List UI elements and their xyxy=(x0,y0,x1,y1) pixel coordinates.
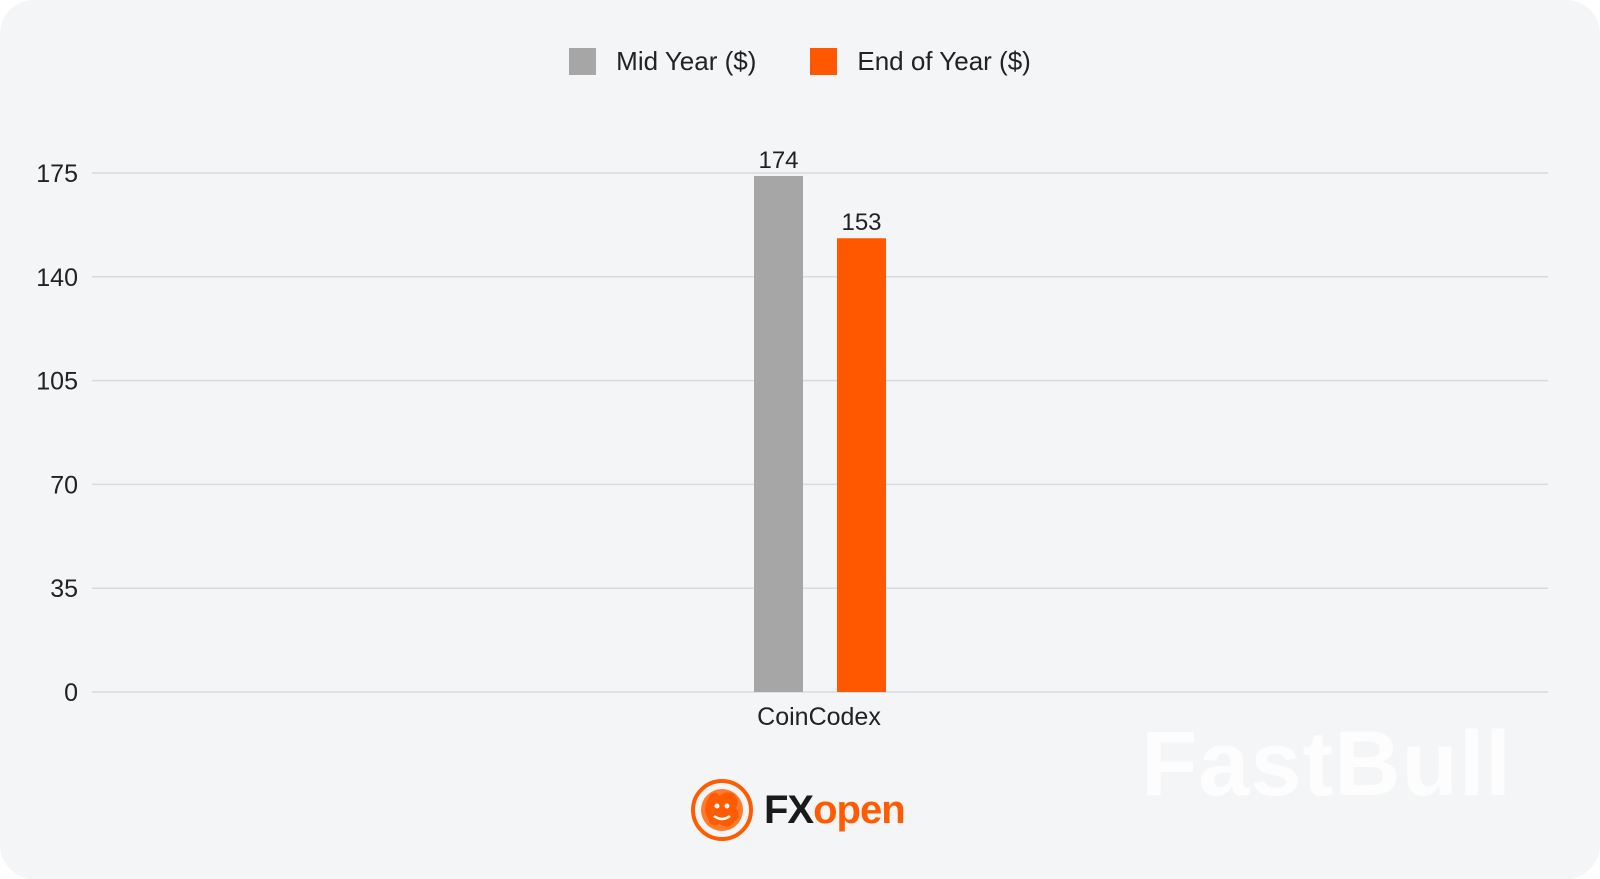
legend-label-end-of-year: End of Year ($) xyxy=(857,46,1031,76)
logo-text-open: open xyxy=(813,788,906,832)
bar xyxy=(837,238,886,692)
legend-item-end-of-year: End of Year ($) xyxy=(810,46,1031,77)
legend: Mid Year ($) End of Year ($) xyxy=(0,46,1600,77)
x-tick-label: CoinCodex xyxy=(757,703,881,731)
legend-label-mid-year: Mid Year ($) xyxy=(616,46,757,76)
bar xyxy=(754,175,803,693)
bull-emblem-icon xyxy=(691,779,753,841)
y-tick-label: 140 xyxy=(36,264,78,292)
y-tick-label: 0 xyxy=(64,679,78,707)
logo-text-fx: FX xyxy=(764,788,814,832)
legend-swatch-mid-year xyxy=(569,48,597,75)
legend-swatch-end-of-year xyxy=(810,48,838,75)
y-tick-label: 70 xyxy=(50,471,78,499)
y-tick-label: 175 xyxy=(36,160,78,188)
data-label: 174 xyxy=(758,147,798,174)
data-label: 153 xyxy=(841,209,881,236)
fastbull-watermark: FastBull xyxy=(1141,713,1512,815)
fxopen-logo: FXopen xyxy=(690,778,906,842)
y-tick-label: 105 xyxy=(36,368,78,396)
legend-item-mid-year: Mid Year ($) xyxy=(569,46,756,77)
y-tick-label: 35 xyxy=(50,575,78,603)
